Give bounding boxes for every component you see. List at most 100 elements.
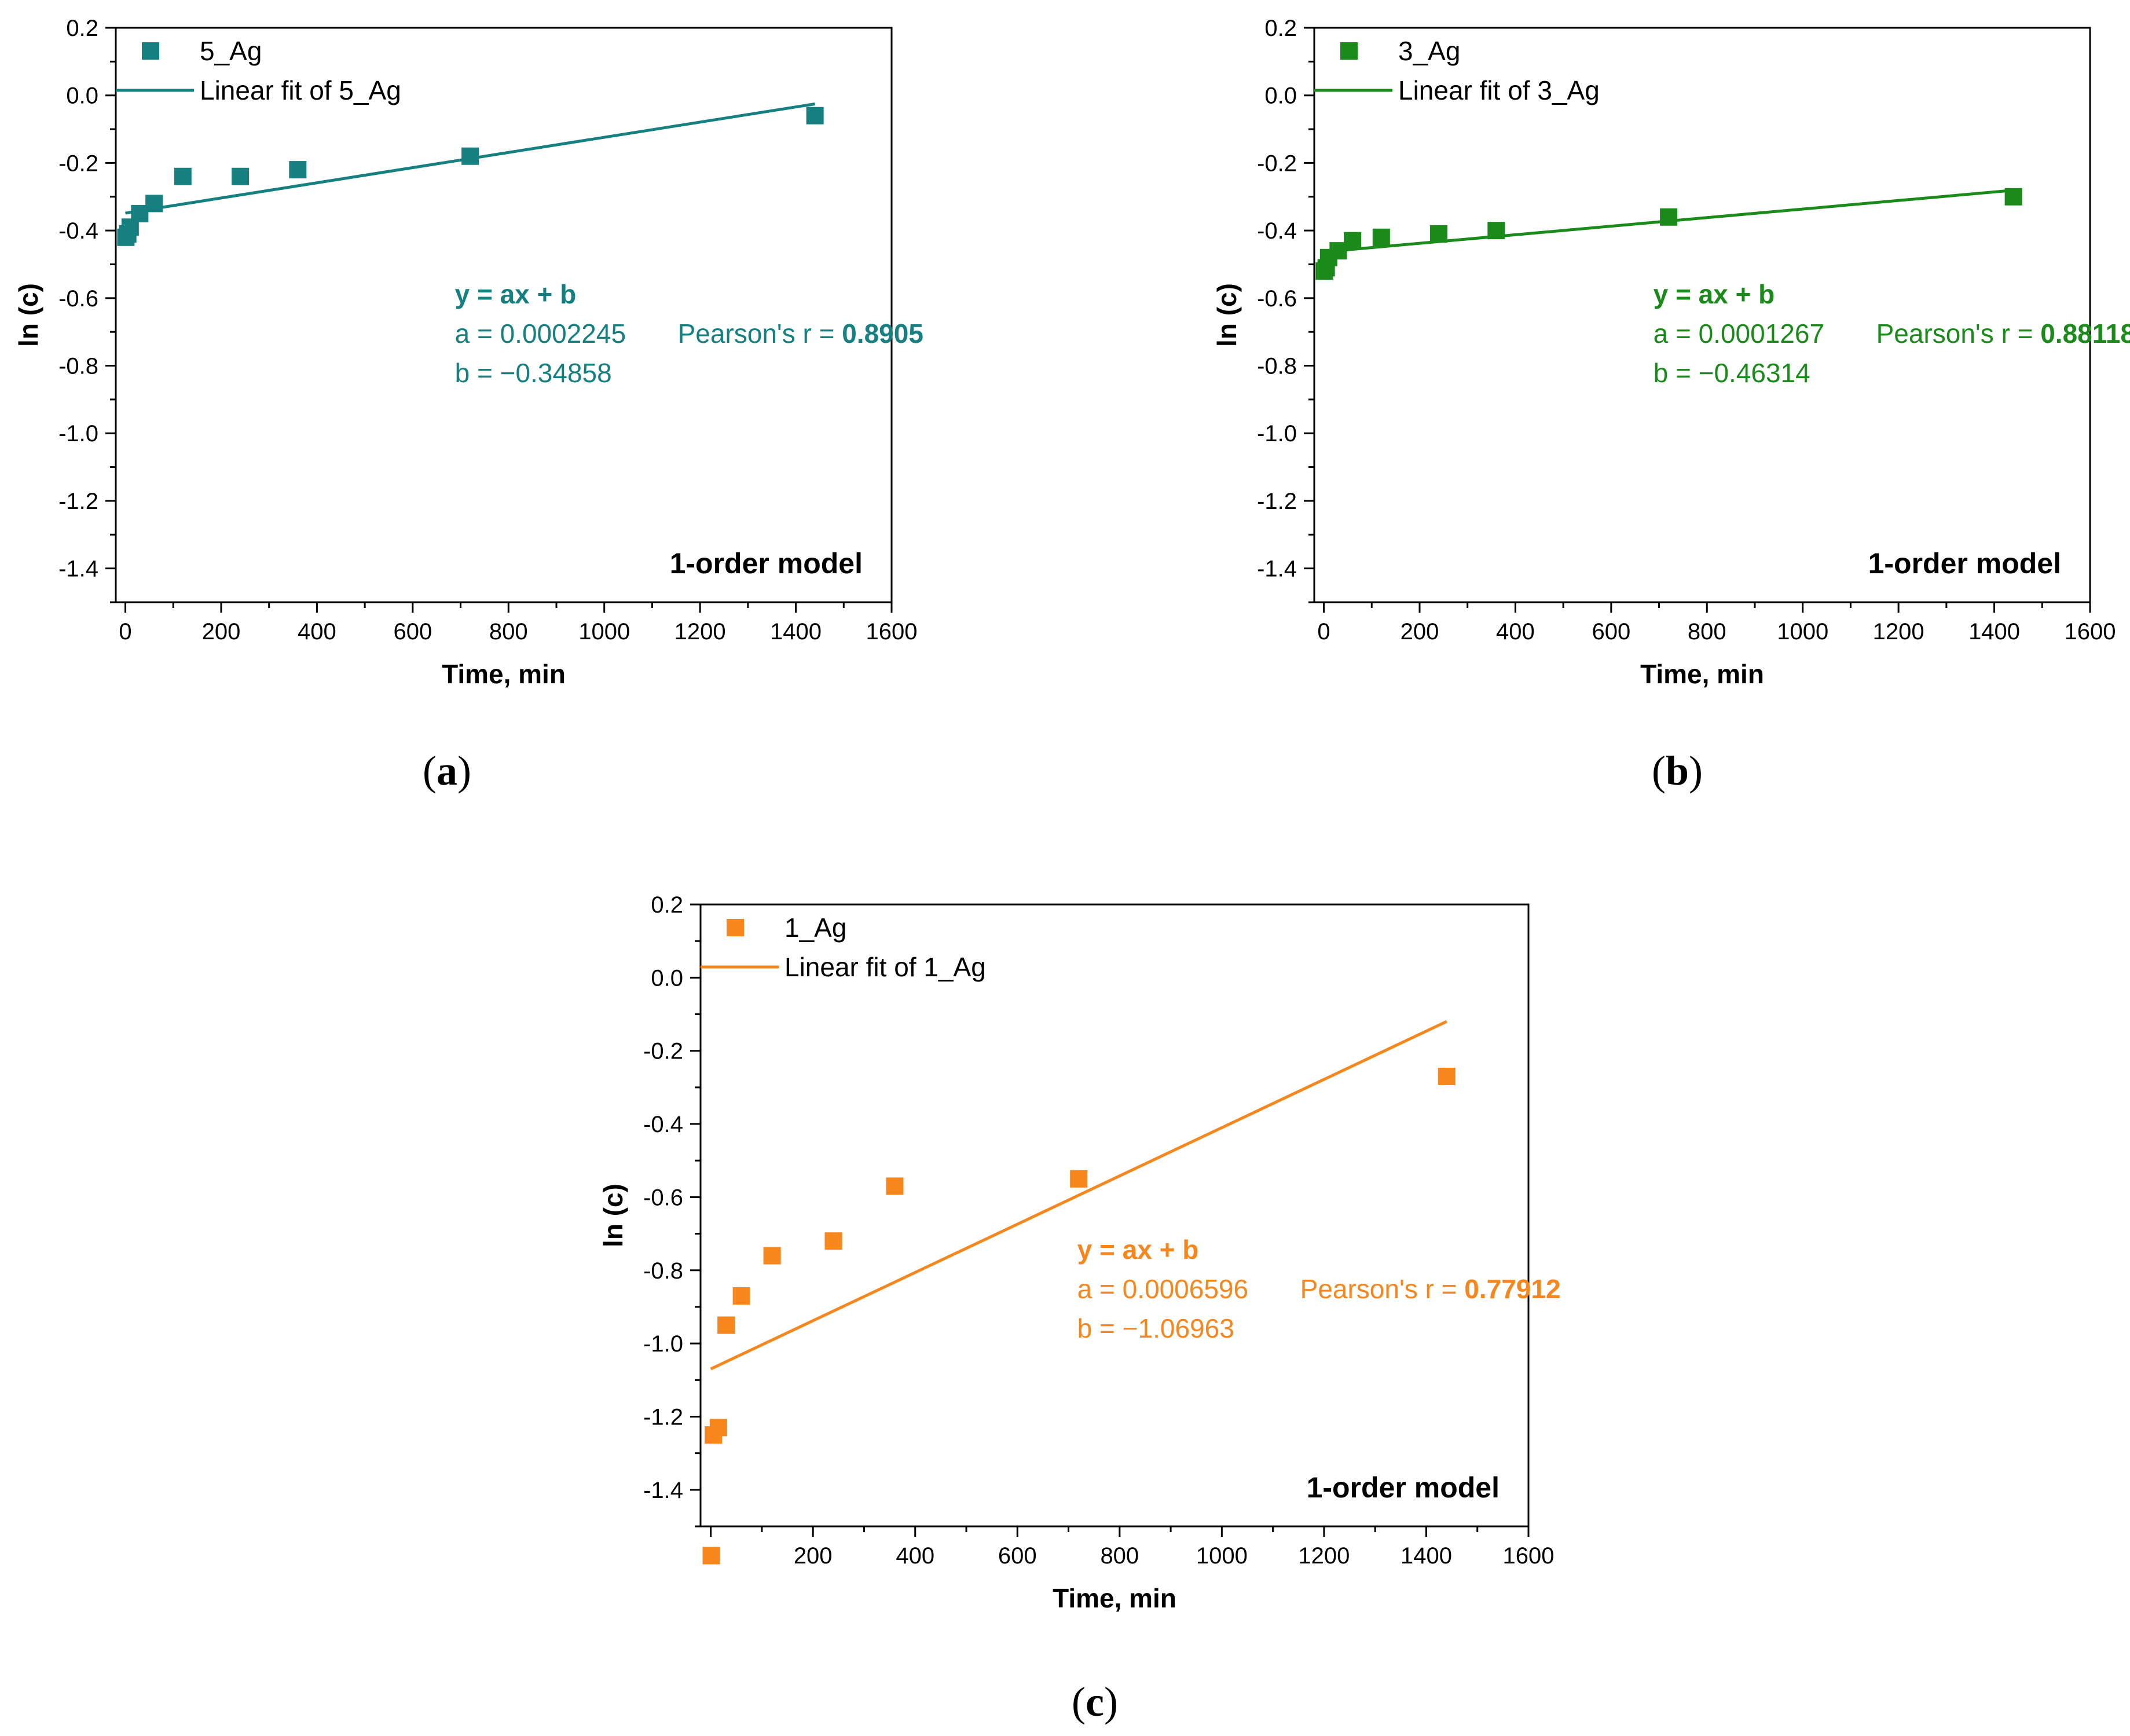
data-point [1430, 225, 1448, 243]
equation-a: a = 0.0001267 [1654, 318, 1824, 349]
y-tick-label: -0.8 [643, 1258, 683, 1284]
plot-frame [699, 903, 1530, 1528]
x-tick-label: 1600 [2065, 619, 2116, 644]
y-axis-label: ln (c) [13, 283, 43, 347]
y-tick-label: -0.2 [643, 1039, 683, 1064]
data-point [461, 147, 479, 165]
equation-pearson: Pearson's r = 0.88118 [1876, 318, 2130, 349]
legend-scatter-marker [727, 919, 744, 936]
data-point [289, 161, 307, 179]
x-tick-label: 200 [794, 1543, 833, 1569]
y-axis-label: ln (c) [598, 1184, 628, 1247]
data-point [702, 1547, 720, 1565]
legend-line-label: Linear fit of 1_Ag [784, 952, 986, 982]
y-tick-label: -0.4 [58, 218, 98, 244]
data-point [732, 1287, 750, 1305]
x-tick-label: 1000 [1196, 1543, 1248, 1569]
x-tick-label: 1400 [770, 619, 822, 644]
x-tick-label: 400 [896, 1543, 934, 1569]
equation-title: y = ax + b [1077, 1235, 1199, 1265]
pearson-label: Pearson's r = [1876, 318, 2041, 349]
x-tick-label: 600 [1592, 619, 1630, 644]
caption-c: (c) [1072, 1679, 1118, 1725]
pearson-value: 0.77912 [1464, 1274, 1560, 1304]
data-point [1660, 208, 1678, 226]
pearson-value: 0.8905 [842, 318, 923, 349]
x-tick-label: 0 [119, 619, 131, 644]
y-tick-label: 0.2 [1264, 16, 1297, 41]
data-point [1344, 232, 1362, 250]
y-tick-label: -1.0 [643, 1331, 683, 1357]
legend-line-label: Linear fit of 5_Ag [200, 75, 401, 105]
y-tick-label: -0.4 [643, 1112, 683, 1137]
legend-scatter-marker [1340, 42, 1358, 60]
x-tick-label: 1600 [866, 619, 918, 644]
x-tick-label: 400 [298, 619, 336, 644]
x-tick-label: 400 [1496, 619, 1535, 644]
y-tick-label: -1.4 [1257, 556, 1297, 582]
y-tick-label: -1.0 [1257, 421, 1297, 446]
equation-pearson: Pearson's r = 0.8905 [678, 318, 923, 349]
data-point [1070, 1170, 1088, 1188]
data-point [1372, 228, 1390, 246]
data-point [763, 1247, 781, 1265]
y-tick-label: -0.2 [58, 151, 98, 176]
caption-b: (b) [1651, 748, 1703, 794]
x-tick-label: 0 [1317, 619, 1330, 644]
data-point [717, 1316, 735, 1334]
y-tick-label: -0.4 [1257, 218, 1297, 244]
y-tick-label: 0.2 [651, 892, 683, 918]
chart-panel-a: 0 200 400 600 800 1000 1200 1400 1600 0.2 0.0 -0.2 -… [13, 16, 923, 689]
y-tick-label: -1.2 [58, 489, 98, 514]
x-tick-label: 200 [1401, 619, 1439, 644]
equation-a: a = 0.0006596 [1077, 1274, 1248, 1304]
x-tick-label: 1200 [1873, 619, 1924, 644]
chart-panel-c: 020040060080010001200140016000.20.0-0.2-… [598, 892, 1561, 1613]
equation-title: y = ax + b [455, 279, 577, 309]
equation-b: b = −0.34858 [455, 358, 612, 388]
data-point [886, 1177, 904, 1195]
x-tick-label: 600 [393, 619, 432, 644]
x-axis-label: Time, min [442, 659, 566, 689]
x-tick-label: 1000 [578, 619, 630, 644]
pearson-label: Pearson's r = [678, 318, 842, 349]
pearson-value: 0.88118 [2040, 318, 2130, 349]
x-tick-label: 600 [998, 1543, 1037, 1569]
y-tick-label: 0.0 [1264, 83, 1297, 109]
plot-frame [1313, 27, 2091, 603]
data-point [709, 1419, 727, 1437]
data-point [824, 1232, 842, 1250]
data-point [1487, 222, 1505, 240]
equation-pearson: Pearson's r = 0.77912 [1300, 1274, 1561, 1304]
plot-frame [115, 27, 893, 603]
y-tick-label: -0.8 [1257, 354, 1297, 379]
x-tick-label: 1400 [1968, 619, 2020, 644]
x-tick-label: 1200 [674, 619, 726, 644]
y-tick-label: -1.4 [643, 1478, 683, 1503]
legend-line-label: Linear fit of 3_Ag [1398, 75, 1600, 105]
legend-scatter-marker [142, 42, 159, 60]
model-label: 1-order model [1868, 547, 2061, 580]
data-point [174, 167, 192, 185]
y-tick-label: 0.0 [651, 965, 683, 991]
x-tick-label: 800 [1688, 619, 1726, 644]
equation-a: a = 0.0002245 [455, 318, 626, 349]
fit-line [710, 1020, 1447, 1371]
y-axis-label: ln (c) [1212, 283, 1242, 347]
data-point [145, 195, 163, 213]
equation-b: b = −1.06963 [1077, 1313, 1234, 1343]
equation-title: y = ax + b [1654, 279, 1775, 309]
x-tick-label: 800 [1100, 1543, 1139, 1569]
y-tick-label: -0.8 [58, 354, 98, 379]
pearson-label: Pearson's r = [1300, 1274, 1465, 1304]
data-point [2004, 188, 2022, 206]
y-tick-label: -1.2 [1257, 489, 1297, 514]
legend-scatter-label: 1_Ag [784, 913, 846, 943]
x-tick-label: 1600 [1503, 1543, 1555, 1569]
x-axis-label: Time, min [1053, 1583, 1176, 1613]
y-tick-label: -0.2 [1257, 151, 1297, 176]
y-tick-label: 0.0 [66, 83, 98, 109]
y-tick-label: -1.4 [58, 556, 98, 582]
x-tick-label: 1200 [1298, 1543, 1350, 1569]
y-tick-label: 0.2 [66, 16, 98, 41]
